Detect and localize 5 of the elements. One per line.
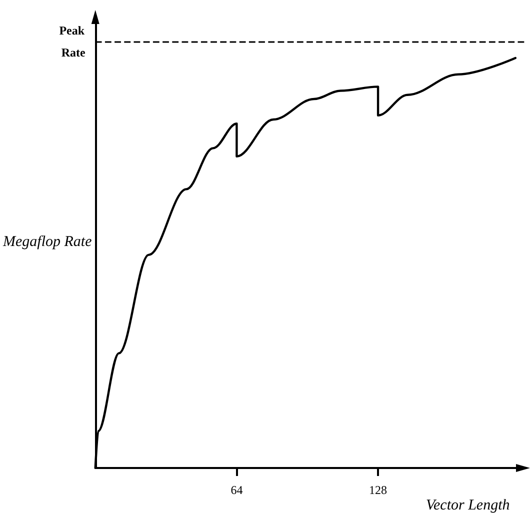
x-tick-label: 64 xyxy=(230,483,243,497)
y-axis-title: Megaflop Rate xyxy=(2,234,92,250)
x-axis-title: Vector Length xyxy=(426,498,510,513)
x-tick-label: 128 xyxy=(369,483,388,497)
ref-line-label: Peak Rate xyxy=(59,24,88,60)
